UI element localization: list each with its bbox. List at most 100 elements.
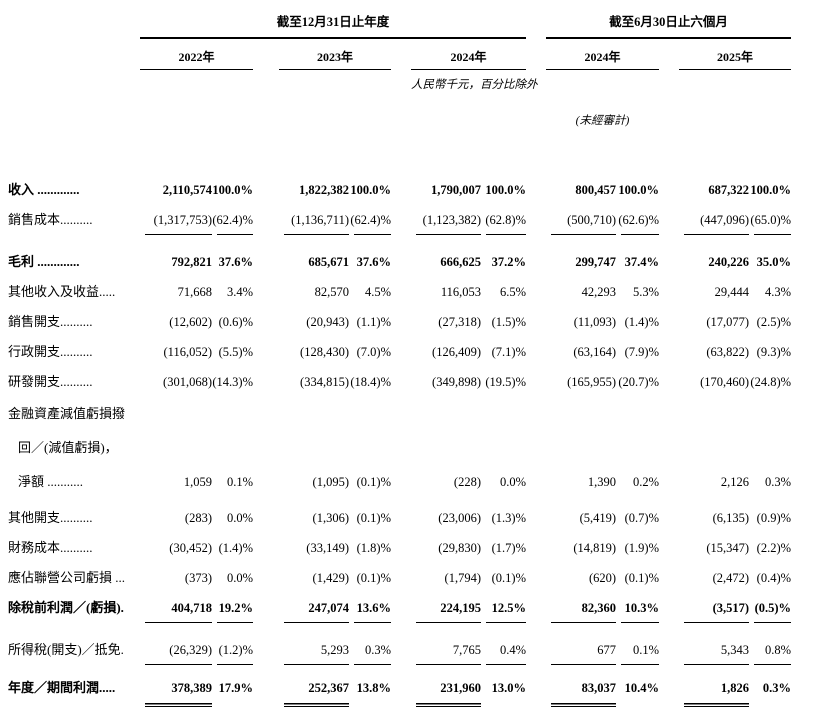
row-label: 研發開支.......... xyxy=(8,374,93,389)
unit-note-row: 人民幣千元，百分比除外 xyxy=(0,70,814,103)
value-cell: 82,570 xyxy=(314,285,349,299)
table-row: 回／(減值虧損)， xyxy=(0,431,814,465)
percent-cell: (2.2)% xyxy=(756,541,792,555)
percent-cell: 13.8% xyxy=(356,681,391,695)
value-cell: 1,059 xyxy=(183,475,212,489)
percent-cell: 17.9% xyxy=(218,681,253,695)
value-cell: (1,123,382) xyxy=(411,205,481,235)
table-row: 所得稅(開支)／抵免. (26,329) (1.2)% 5,293 0.3% 7,765 0… xyxy=(0,635,814,665)
percent-cell: (18.4)% xyxy=(350,375,391,389)
table-body: 收入 ............. 2,110,574 100.0% 1,822,382… xyxy=(0,175,814,707)
value-cell: (5,419) xyxy=(579,511,617,525)
row-label: 回／(減值虧損)， xyxy=(18,440,118,455)
percent-cell: (19.5)% xyxy=(485,375,527,389)
period-group-annual: 截至12月31日止年度 xyxy=(140,0,527,39)
percent-cell: 0.4% xyxy=(481,635,527,665)
percent-cell: (1.8)% xyxy=(356,541,391,555)
percent-cell: 0.8% xyxy=(749,635,792,665)
percent-cell: 100.0% xyxy=(618,183,660,197)
percent-cell: (5.5)% xyxy=(218,345,253,359)
percent-cell: 4.3% xyxy=(764,285,792,299)
unit-note: 人民幣千元，百分比除外 xyxy=(411,79,538,91)
percent-cell: (0.1)% xyxy=(491,571,527,585)
value-cell: (1,794) xyxy=(444,571,481,585)
row-label: 收入 ............. xyxy=(8,182,80,197)
table-row: 銷售成本.......... (1,317,753) (62.4)% (1,136,7… xyxy=(0,205,814,235)
value-cell: (63,822) xyxy=(706,345,750,359)
spacer-row xyxy=(0,623,814,635)
percent-cell: (0.9)% xyxy=(756,511,792,525)
percent-cell: (24.8)% xyxy=(750,375,792,389)
percent-cell: (7.1)% xyxy=(491,345,527,359)
percent-cell: 4.5% xyxy=(364,285,391,299)
percent-cell: 10.4% xyxy=(624,681,660,695)
table-row: 毛利 ............. 792,821 37.6% 685,671 37.6%… xyxy=(0,247,814,277)
value-cell: 299,747 xyxy=(575,255,617,269)
value-cell: 685,671 xyxy=(308,255,349,269)
value-cell: (20,943) xyxy=(306,315,349,329)
percent-cell: (14.3)% xyxy=(212,375,253,389)
value-cell: (27,318) xyxy=(438,315,481,329)
percent-cell: (65.0)% xyxy=(749,205,792,235)
percent-cell: 3.4% xyxy=(226,285,253,299)
value-cell: 2,126 xyxy=(720,475,750,489)
value-cell: (12,602) xyxy=(169,315,212,329)
table-row: 財務成本.......... (30,452) (1.4)% (33,149) (1.8… xyxy=(0,533,814,563)
value-cell: 247,074 xyxy=(279,593,349,623)
audit-note: (未經審計) xyxy=(575,115,630,127)
value-cell: (11,093) xyxy=(573,315,617,329)
value-cell: (301,068) xyxy=(163,375,212,389)
value-cell: (1,306) xyxy=(312,511,349,525)
value-cell: 5,293 xyxy=(279,635,349,665)
percent-cell: 0.1% xyxy=(226,475,253,489)
percent-cell: (20.7)% xyxy=(618,375,660,389)
value-cell: (2,472) xyxy=(712,571,750,585)
row-label: 銷售成本.......... xyxy=(8,212,93,227)
value-cell: 1,390 xyxy=(587,475,617,489)
period-header-row: 截至12月31日止年度 截至6月30日止六個月 xyxy=(0,0,814,39)
table-row: 應佔聯營公司虧損 ... (373) 0.0% (1,429) (0.1)% (1,794… xyxy=(0,563,814,593)
row-label: 除稅前利潤／(虧損). xyxy=(8,600,124,615)
year-header-2025-interim: 2025年 xyxy=(679,38,792,70)
percent-cell: (2.5)% xyxy=(756,315,792,329)
percent-cell: 0.0% xyxy=(499,475,527,489)
value-cell: (116,052) xyxy=(163,345,213,359)
percent-cell: 0.3% xyxy=(764,475,792,489)
value-cell: (14,819) xyxy=(573,541,617,555)
spacer-row xyxy=(0,235,814,247)
percent-cell: (9.3)% xyxy=(756,345,792,359)
percent-cell: 13.6% xyxy=(349,593,391,623)
value-cell: 666,625 xyxy=(440,255,481,269)
year-header-2024-interim: 2024年 xyxy=(546,38,660,70)
value-cell: 378,389 xyxy=(140,673,212,707)
percent-cell: 37.2% xyxy=(491,255,527,269)
row-label: 應佔聯營公司虧損 ... xyxy=(8,570,126,585)
value-cell: 800,457 xyxy=(575,183,617,197)
value-cell: 404,718 xyxy=(140,593,212,623)
percent-cell: 0.2% xyxy=(632,475,660,489)
value-cell: 1,826 xyxy=(679,673,750,707)
percent-cell: 19.2% xyxy=(212,593,253,623)
value-cell: 687,322 xyxy=(708,183,750,197)
percent-cell: (0.4)% xyxy=(756,571,792,585)
value-cell: (63,164) xyxy=(573,345,617,359)
value-cell: (1,429) xyxy=(312,571,349,585)
percent-cell: 37.6% xyxy=(356,255,391,269)
value-cell: 42,293 xyxy=(581,285,617,299)
percent-cell: (0.1)% xyxy=(356,511,391,525)
value-cell: 7,765 xyxy=(411,635,481,665)
value-cell: (228) xyxy=(453,475,481,489)
percent-cell: 100.0% xyxy=(750,183,792,197)
percent-cell: 0.0% xyxy=(226,571,253,585)
percent-cell: (0.1)% xyxy=(624,571,660,585)
value-cell: (447,096) xyxy=(679,205,750,235)
percent-cell: 35.0% xyxy=(756,255,792,269)
row-label: 銷售開支.......... xyxy=(8,314,93,329)
percent-cell: (0.1)% xyxy=(356,571,391,585)
percent-cell: (0.6)% xyxy=(218,315,253,329)
year-header-row: 2022年 2023年 2024年 2024年 2025年 xyxy=(0,38,814,70)
value-cell: 29,444 xyxy=(714,285,750,299)
value-cell: (128,430) xyxy=(300,345,349,359)
value-cell: (126,409) xyxy=(432,345,481,359)
